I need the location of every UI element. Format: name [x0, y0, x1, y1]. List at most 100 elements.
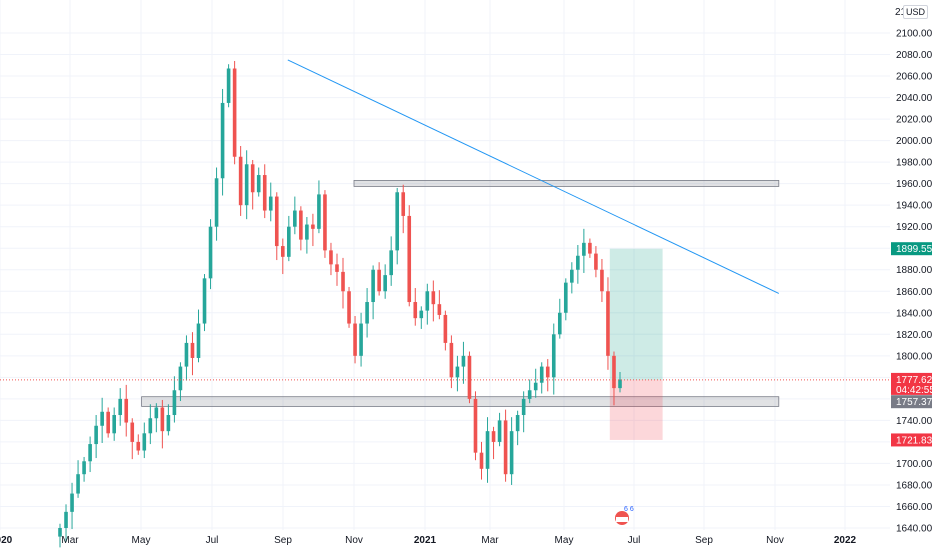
x-tick-label: Sep [695, 535, 713, 546]
y-tick-label: 1680.000 [896, 480, 932, 491]
candle-body [545, 366, 550, 378]
candle-body [509, 431, 514, 475]
candle-body [497, 420, 502, 442]
y-tick-label: 1800.000 [896, 351, 932, 362]
candles [58, 60, 622, 548]
overlays [0, 59, 890, 381]
candle-body [419, 310, 424, 319]
top-price-label: 21 [895, 7, 907, 18]
candle-body [527, 390, 532, 399]
price-badge-label: 1899.552 [896, 244, 932, 255]
candle-body [317, 194, 321, 229]
y-tick-label: 2040.000 [896, 93, 932, 104]
candle-body [274, 196, 279, 247]
candle-body [329, 250, 333, 265]
candle-body [431, 291, 436, 305]
y-tick-label: 1980.000 [896, 158, 932, 169]
y-tick-label: 1940.000 [896, 201, 932, 212]
candle-body [612, 355, 616, 389]
candle-body [142, 433, 147, 451]
candle-body [166, 415, 171, 432]
price-badge-label: 1721.830 [896, 435, 932, 446]
candle-body [473, 398, 478, 453]
candle-body [256, 175, 261, 193]
candle-body [106, 411, 110, 434]
candle-body [606, 291, 610, 356]
candle-body [570, 269, 574, 283]
tradingview-logo: 6 6 [615, 506, 634, 525]
candle-body [208, 226, 213, 279]
candle-body [136, 441, 141, 451]
candle-body [220, 102, 225, 179]
candle-body [58, 528, 62, 537]
candle-body [262, 175, 267, 211]
candle-body [365, 302, 369, 324]
candle-body [178, 366, 183, 391]
candle-body [94, 425, 98, 445]
candle-body [232, 68, 237, 157]
candle-body [557, 312, 562, 335]
y-tick-label: 2020.000 [896, 115, 932, 126]
stop-zone [609, 379, 663, 440]
y-tick-label: 1740.000 [896, 416, 932, 427]
candle-body [311, 224, 315, 229]
svg-text:6 6: 6 6 [624, 506, 634, 513]
candle-body [214, 178, 219, 227]
candle-body [455, 366, 460, 378]
price-badge [891, 433, 932, 447]
x-tick-label: Jul [206, 535, 219, 546]
candle-body [576, 255, 580, 270]
candle-body [172, 390, 177, 416]
target-zone [609, 248, 663, 380]
grid [0, 0, 890, 530]
y-tick-label: 2000.000 [896, 136, 932, 147]
candle-body [467, 355, 472, 399]
x-tick-label: Sep [274, 535, 292, 546]
candle-body [359, 323, 363, 356]
candle-body [443, 314, 448, 343]
candle-body [88, 444, 92, 462]
candle-body [280, 246, 285, 257]
x-tick-label: Mar [61, 535, 79, 546]
axes: 1640.0001660.0001680.0001700.0001720.000… [0, 29, 932, 547]
candle-body [600, 269, 604, 292]
candle-body [190, 342, 195, 358]
price-badge [891, 372, 932, 395]
candle-body [202, 278, 207, 324]
candle-body [407, 215, 412, 303]
y-tick-label: 1640.000 [896, 524, 932, 535]
candle-body [305, 224, 309, 240]
candle-body [588, 242, 592, 254]
candle-body [250, 164, 255, 193]
currency-badge[interactable]: USD [903, 5, 929, 19]
price-badge-label: 1757.376 [896, 397, 932, 408]
candle-body [112, 415, 116, 434]
candle-body [491, 431, 496, 442]
candle-body [521, 398, 526, 416]
x-tick-label: Jul [628, 535, 641, 546]
x-tick-label: Mar [481, 535, 499, 546]
x-tick-label: 2022 [834, 535, 857, 546]
x-tick-label: May [132, 535, 151, 546]
candle-body [353, 323, 357, 356]
y-tick-label: 1880.000 [896, 265, 932, 276]
candle-body [148, 418, 153, 434]
y-tick-label: 1960.000 [896, 179, 932, 190]
candle-body [347, 291, 351, 324]
candle-body [341, 271, 345, 292]
x-tick-label: Nov [766, 535, 784, 546]
y-tick-label: 2080.000 [896, 50, 932, 61]
candle-body [323, 194, 327, 251]
candle-body [383, 275, 387, 292]
candle-body [582, 242, 586, 256]
candle-body [437, 304, 442, 315]
zones [141, 180, 780, 440]
candle-body [539, 366, 544, 383]
support-zone [141, 396, 780, 407]
candle-body [293, 210, 297, 227]
candle-body [594, 253, 598, 270]
candle-body [401, 192, 406, 216]
candle-body [389, 250, 393, 276]
